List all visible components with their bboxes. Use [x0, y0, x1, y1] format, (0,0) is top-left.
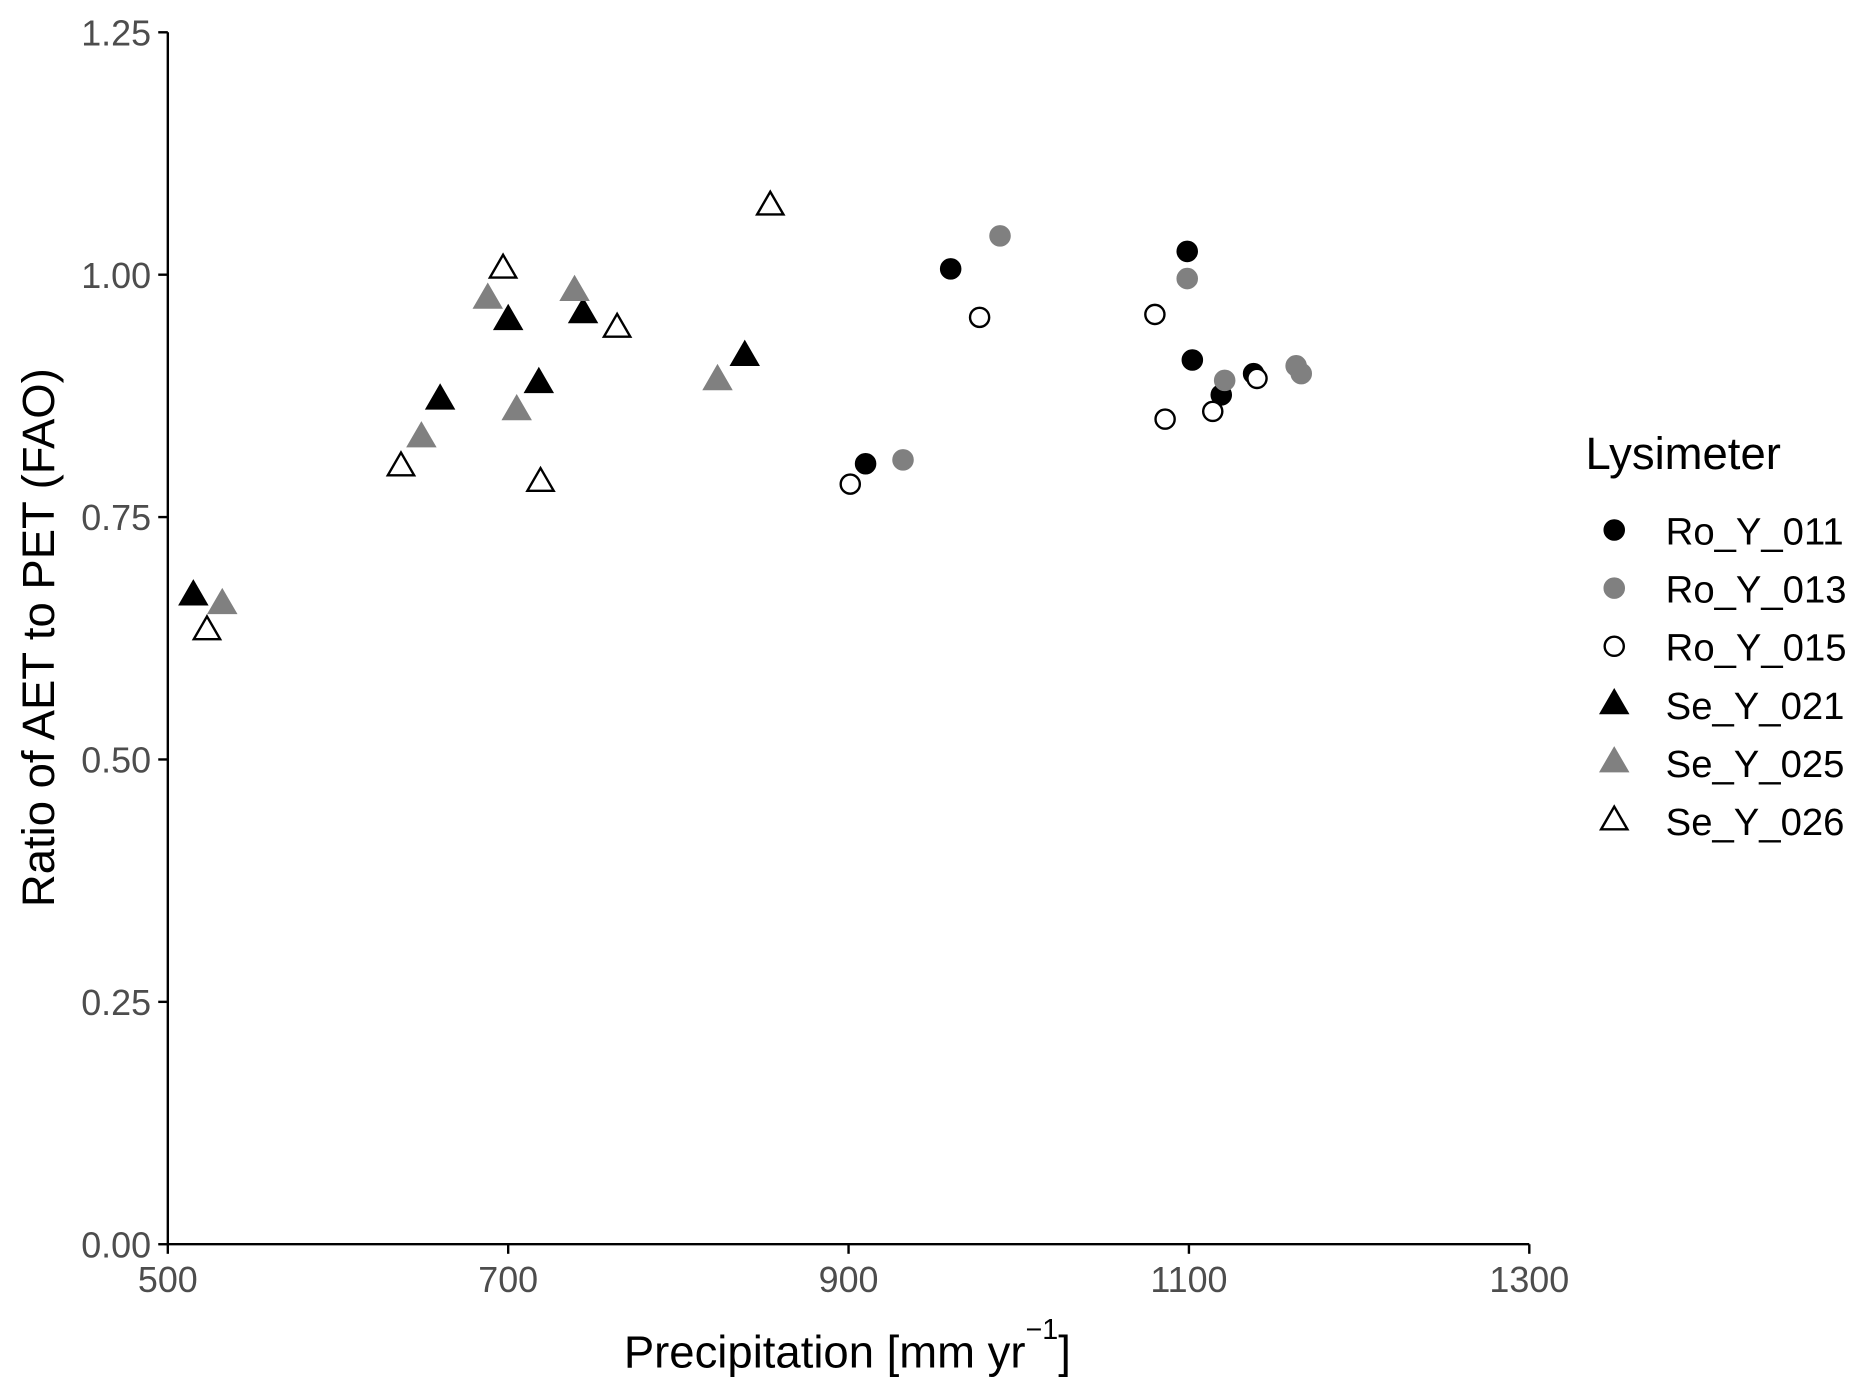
- legend-label-ro-y-015: Ro_Y_015: [1666, 627, 1847, 670]
- data-point-se-y-021: [567, 296, 599, 324]
- data-point-ro-y-013: [1176, 267, 1198, 290]
- data-point-se-y-026: [601, 311, 633, 338]
- legend-key-se-y-025: [1599, 746, 1630, 773]
- x-tick-label: 1100: [1150, 1260, 1227, 1300]
- data-point-ro-y-015: [968, 306, 991, 329]
- x-tick-label: 700: [478, 1260, 538, 1300]
- y-tick-label: 0.00: [81, 1225, 151, 1265]
- data-point-se-y-025: [207, 587, 238, 615]
- legend-key-ro-y-011: [1603, 519, 1626, 541]
- legend-key-se-y-021: [1599, 687, 1630, 715]
- y-tick-label: 0.25: [81, 983, 151, 1023]
- data-point-ro-y-011: [1181, 349, 1204, 371]
- data-point-se-y-026: [191, 614, 223, 641]
- legend-label-ro-y-011: Ro_Y_011: [1666, 510, 1844, 553]
- data-point-se-y-026: [755, 189, 786, 216]
- data-point-se-y-025: [702, 363, 733, 391]
- data-point-se-y-021: [178, 579, 209, 606]
- legend-label-se-y-026: Se_Y_026: [1666, 801, 1845, 844]
- legend-key-ro-y-015: [1603, 635, 1626, 658]
- legend: Lysimeter Ro_Y_011 Ro_Y_013 Ro_Y_015 Se_Y_0…: [1586, 428, 1847, 844]
- y-tick-label: 1.00: [81, 256, 151, 296]
- legend-key-ro-y-013: [1603, 577, 1626, 599]
- y-tick-label: 0.50: [81, 741, 151, 781]
- data-point-se-y-021: [424, 383, 456, 410]
- data-point-ro-y-013: [1213, 369, 1236, 392]
- legend-label-ro-y-013: Ro_Y_013: [1666, 568, 1847, 611]
- data-point-se-y-025: [406, 421, 437, 448]
- y-tick-label: 1.25: [81, 13, 151, 53]
- data-point-se-y-025: [472, 282, 503, 309]
- data-point-ro-y-011: [1176, 240, 1198, 263]
- data-point-se-y-026: [525, 465, 556, 493]
- data-point-se-y-025: [501, 393, 532, 421]
- legend-label-se-y-025: Se_Y_025: [1666, 743, 1845, 786]
- data-point-ro-y-011: [939, 258, 962, 280]
- x-tick-label: 500: [138, 1260, 198, 1300]
- data-point-se-y-021: [523, 366, 555, 394]
- data-point-se-y-021: [492, 303, 524, 331]
- data-point-ro-y-015: [1201, 400, 1224, 423]
- data-point-ro-y-015: [1144, 303, 1166, 326]
- data-point-ro-y-015: [1154, 408, 1176, 430]
- axes: [166, 32, 1530, 1246]
- data-point-ro-y-013: [989, 225, 1011, 247]
- data-point-ro-y-011: [854, 452, 877, 475]
- legend-title: Lysimeter: [1586, 428, 1781, 479]
- data-point-ro-y-015: [839, 473, 862, 495]
- data-point-se-y-021: [729, 339, 760, 366]
- data-point-se-y-026: [487, 252, 519, 279]
- data-point-ro-y-013: [892, 449, 914, 471]
- legend-label-se-y-021: Se_Y_021: [1666, 685, 1845, 728]
- x-axis-label: Precipitation [mm yr−1]: [624, 1314, 1071, 1378]
- y-axis-label: Ratio of AET to PET (FAO): [13, 368, 64, 907]
- y-tick-label: 0.75: [81, 498, 151, 538]
- data-point-se-y-026: [385, 450, 417, 477]
- data-point-ro-y-015: [1246, 367, 1268, 390]
- legend-key-se-y-026: [1599, 804, 1630, 831]
- data-point-se-y-025: [559, 274, 590, 302]
- x-tick-label: 1300: [1489, 1260, 1569, 1300]
- x-tick-label: 900: [819, 1260, 879, 1300]
- data-point-ro-y-013: [1290, 362, 1313, 385]
